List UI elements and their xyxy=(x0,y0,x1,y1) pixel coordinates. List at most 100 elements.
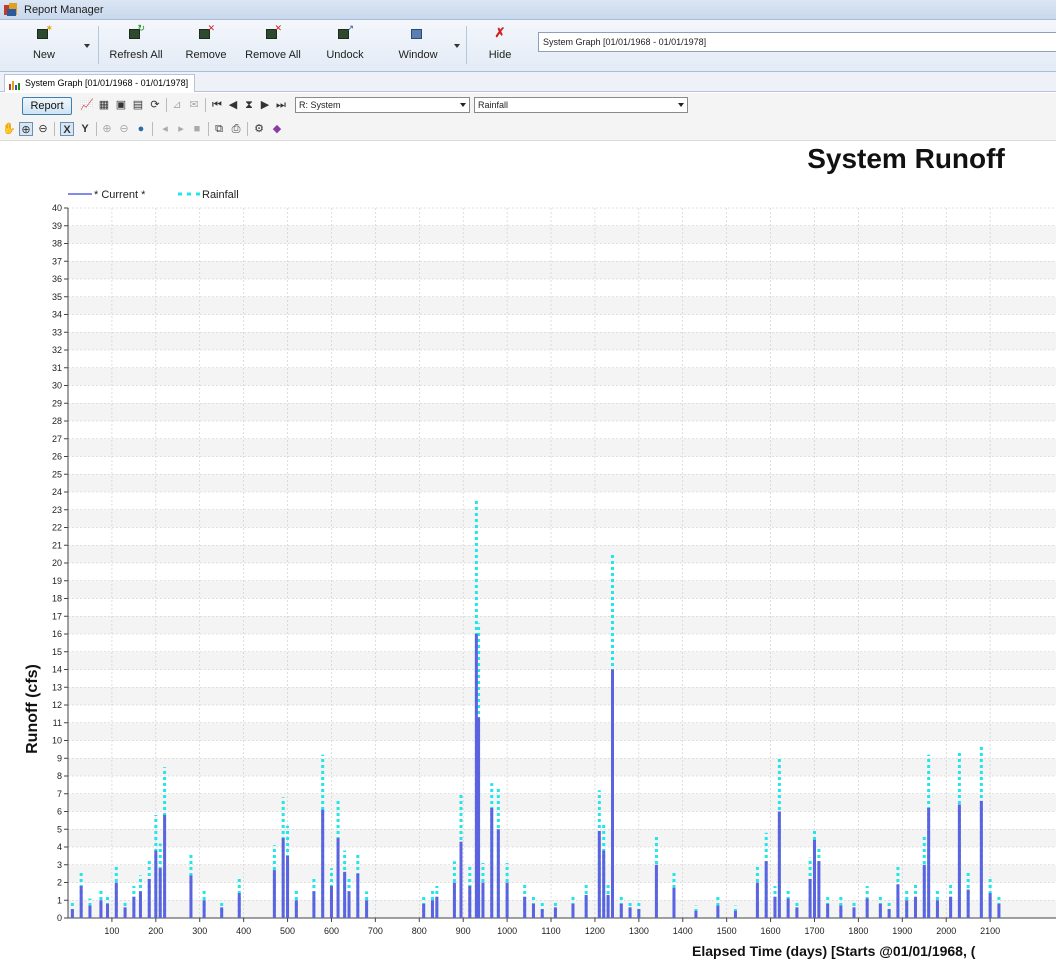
grid-band xyxy=(68,225,1056,244)
current-bar xyxy=(272,870,276,918)
axis-icon[interactable]: ⊿ xyxy=(172,99,182,111)
refresh-all-button[interactable]: ↻ Refresh All xyxy=(106,23,166,67)
grid-band xyxy=(68,438,1056,457)
window-dropdown-arrow-icon[interactable] xyxy=(454,44,460,48)
new-dropdown-arrow-icon[interactable] xyxy=(84,44,90,48)
x-tick-label: 100 xyxy=(104,926,119,936)
scroll-right-icon[interactable]: ▸ xyxy=(178,123,184,135)
tab-system-graph-label: System Graph [01/01/1968 - 01/01/1978] xyxy=(25,78,189,88)
grid-band xyxy=(68,651,1056,670)
window-button[interactable]: Window xyxy=(390,23,446,67)
current-bar xyxy=(865,898,869,918)
remove-all-label: Remove All xyxy=(245,49,301,61)
hourglass-icon[interactable]: ⧗ xyxy=(245,99,253,111)
undock-icon: ↗ xyxy=(338,24,354,39)
current-bar xyxy=(795,907,799,918)
current-bar xyxy=(99,900,103,918)
current-bar xyxy=(957,804,961,918)
zoom-out-disabled-icon[interactable]: ⊖ xyxy=(119,123,129,135)
refresh-icon[interactable]: ⟳ xyxy=(150,99,160,111)
y-tick-label: 8 xyxy=(57,771,62,781)
current-bar xyxy=(878,903,882,918)
next-icon[interactable]: ▶ xyxy=(260,99,270,111)
current-bar xyxy=(481,882,485,918)
save-all-icon[interactable]: ▤ xyxy=(132,99,144,111)
y-tick-label: 18 xyxy=(52,594,62,604)
x-tick-label: 900 xyxy=(456,926,471,936)
current-bar xyxy=(628,907,632,918)
grid-band xyxy=(68,403,1056,421)
x-zoom-icon[interactable]: X xyxy=(60,122,74,136)
current-bar xyxy=(597,831,601,918)
window-titlebar: Report Manager xyxy=(0,0,1056,20)
globe-icon[interactable]: ● xyxy=(137,123,145,135)
current-bar xyxy=(913,896,917,918)
x-tick-label: 1100 xyxy=(541,926,560,936)
save-icon[interactable]: ▣ xyxy=(115,99,127,111)
book-icon[interactable]: ◆ xyxy=(272,123,282,135)
previous-icon[interactable]: ◀ xyxy=(228,99,238,111)
current-bar xyxy=(637,909,641,918)
remove-button[interactable]: ✕ Remove xyxy=(178,23,234,67)
chart-bands xyxy=(68,225,1056,918)
pan-hand-icon[interactable]: ✋ xyxy=(2,123,16,135)
graph-tools-toolbar: ✋ ⊕ ⊖ X Y ⊕ ⊖ ● ◂ ▸ ■ ⧉ ⎙ ⚙ ◆ xyxy=(0,117,1056,141)
report-button[interactable]: Report xyxy=(22,97,72,115)
current-bar xyxy=(619,903,623,918)
grid-band xyxy=(68,758,1056,776)
x-tick-label: 1600 xyxy=(761,926,781,936)
zoom-out-icon[interactable]: ⊖ xyxy=(38,123,48,135)
hide-button[interactable]: ✗ Hide xyxy=(478,23,522,67)
current-bar xyxy=(452,882,456,918)
current-bar xyxy=(163,815,167,918)
tab-system-graph[interactable]: System Graph [01/01/1968 - 01/01/1978] xyxy=(4,74,196,92)
first-icon[interactable]: ⏮ xyxy=(212,99,222,111)
graph-select[interactable]: System Graph [01/01/1968 - 01/01/1978] xyxy=(538,32,1056,52)
x-tick-label: 500 xyxy=(280,926,295,936)
stop-icon[interactable]: ■ xyxy=(193,123,201,135)
current-bar xyxy=(654,864,658,918)
copy-icon[interactable]: ⧉ xyxy=(215,123,223,135)
grid-band xyxy=(68,687,1056,705)
remove-all-button[interactable]: ✕ Remove All xyxy=(240,23,306,67)
zoom-in-icon[interactable]: ⊕ xyxy=(19,122,33,136)
properties-icon[interactable]: ⚙ xyxy=(254,123,264,135)
remove-icon: ✕ xyxy=(199,24,215,39)
current-bar xyxy=(356,873,360,918)
new-button[interactable]: ✶ New xyxy=(24,23,64,67)
envelope-icon[interactable]: ✉ xyxy=(189,99,199,111)
system-combo[interactable]: R: System xyxy=(295,97,470,113)
variable-combo-value: Rainfall xyxy=(478,100,509,110)
ribbon-toolbar: ✶ New ↻ Refresh All ✕ Remove ✕ Remove Al… xyxy=(0,20,1056,72)
undock-button[interactable]: ↗ Undock xyxy=(318,23,372,67)
current-bar xyxy=(852,907,856,918)
y-zoom-icon[interactable]: Y xyxy=(81,123,89,135)
scroll-left-icon[interactable]: ◂ xyxy=(162,123,168,135)
current-bar xyxy=(286,855,290,918)
x-tick-label: 1200 xyxy=(585,926,605,936)
grid-band xyxy=(68,580,1056,599)
copy-graph-icon[interactable]: ▦ xyxy=(98,99,110,111)
y-tick-label: 38 xyxy=(52,239,62,249)
y-tick-label: 3 xyxy=(57,860,62,870)
print-icon[interactable]: ⎙ xyxy=(231,123,241,135)
chart-grid xyxy=(68,207,1056,919)
variable-combo[interactable]: Rainfall xyxy=(474,97,688,113)
last-icon[interactable]: ⏭ xyxy=(276,99,286,111)
y-tick-label: 39 xyxy=(52,221,62,231)
y-tick-label: 17 xyxy=(52,611,62,621)
current-bar xyxy=(70,909,74,918)
current-bar xyxy=(949,896,953,918)
current-bar xyxy=(531,903,535,918)
refresh-all-icon: ↻ xyxy=(129,24,145,39)
current-bar xyxy=(905,900,909,918)
y-tick-label: 10 xyxy=(52,736,62,746)
current-bar xyxy=(220,907,224,918)
current-bar xyxy=(106,903,110,918)
y-tick-label: 16 xyxy=(52,629,62,639)
runoff-chart[interactable]: 0123456789101112131415161718192021222324… xyxy=(0,142,1056,968)
toolbar-separator xyxy=(208,122,209,136)
hide-label: Hide xyxy=(488,49,512,61)
zoom-in-disabled-icon[interactable]: ⊕ xyxy=(102,123,112,135)
chart-properties-icon[interactable]: 📈 xyxy=(80,99,94,111)
